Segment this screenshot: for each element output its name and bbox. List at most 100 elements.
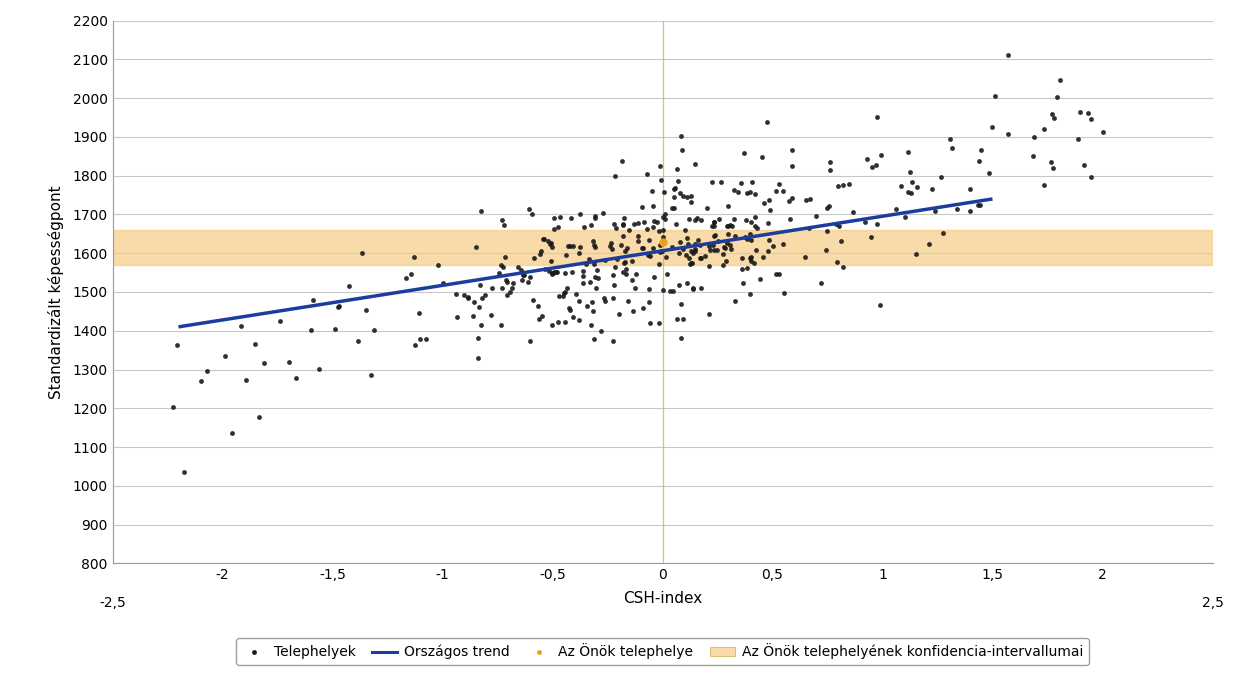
Point bbox=[556, 250, 576, 261]
Point bbox=[632, 243, 652, 254]
Point bbox=[555, 317, 575, 328]
Point bbox=[769, 269, 789, 280]
Point bbox=[655, 214, 675, 225]
Point bbox=[448, 311, 468, 322]
Point bbox=[491, 214, 511, 225]
Point bbox=[518, 277, 538, 288]
Point bbox=[582, 235, 602, 246]
Point bbox=[969, 200, 989, 211]
Point bbox=[650, 239, 670, 250]
Point bbox=[734, 277, 754, 288]
Point bbox=[490, 259, 510, 270]
Point bbox=[602, 293, 622, 304]
Point bbox=[691, 253, 711, 264]
Point bbox=[718, 220, 738, 231]
Point bbox=[574, 270, 594, 281]
Point bbox=[574, 266, 594, 277]
Point bbox=[191, 375, 211, 386]
Point bbox=[724, 214, 744, 225]
Point bbox=[1024, 131, 1044, 142]
Point bbox=[622, 256, 642, 267]
Point bbox=[215, 350, 235, 361]
Point bbox=[741, 256, 761, 267]
Point bbox=[615, 245, 635, 256]
Point bbox=[1048, 91, 1068, 102]
Point bbox=[662, 202, 682, 213]
Point bbox=[639, 297, 659, 308]
Point bbox=[654, 231, 674, 242]
Point bbox=[1074, 159, 1094, 170]
Point bbox=[495, 251, 515, 262]
Point bbox=[532, 234, 552, 245]
X-axis label: CSH-index: CSH-index bbox=[622, 591, 703, 605]
Point bbox=[520, 271, 540, 282]
Point bbox=[685, 159, 705, 170]
Point bbox=[664, 203, 684, 214]
Point bbox=[348, 336, 368, 347]
Point bbox=[462, 311, 482, 322]
Point bbox=[508, 261, 528, 272]
Point bbox=[678, 232, 698, 243]
Point bbox=[704, 245, 724, 256]
Point bbox=[766, 269, 786, 280]
Point bbox=[546, 267, 566, 278]
Point bbox=[934, 227, 954, 238]
Point bbox=[582, 305, 602, 316]
Point bbox=[586, 282, 606, 293]
Point bbox=[612, 218, 632, 229]
Point bbox=[555, 268, 575, 279]
Point bbox=[685, 244, 705, 255]
Point bbox=[559, 303, 579, 314]
Point bbox=[168, 340, 187, 351]
Point bbox=[606, 254, 626, 264]
Point bbox=[579, 254, 599, 264]
Point bbox=[999, 129, 1019, 140]
Point bbox=[775, 288, 795, 299]
Point bbox=[759, 194, 779, 205]
Point bbox=[545, 266, 565, 277]
Point bbox=[1092, 126, 1112, 137]
Point bbox=[531, 311, 551, 322]
Point bbox=[542, 267, 562, 278]
Point bbox=[410, 333, 430, 344]
Point bbox=[758, 246, 778, 257]
Point bbox=[685, 238, 705, 249]
Point bbox=[471, 205, 491, 216]
Point bbox=[862, 161, 882, 172]
Point bbox=[562, 240, 582, 251]
Point bbox=[549, 291, 569, 302]
Point bbox=[1070, 106, 1090, 117]
Point bbox=[245, 339, 265, 350]
Point bbox=[469, 333, 489, 344]
Point bbox=[870, 300, 890, 311]
Point bbox=[681, 196, 701, 207]
Point bbox=[679, 253, 699, 264]
Point bbox=[672, 314, 692, 325]
Point bbox=[707, 245, 727, 256]
Point bbox=[662, 285, 682, 296]
Point bbox=[670, 237, 690, 248]
Point bbox=[1034, 179, 1054, 190]
Point bbox=[605, 262, 625, 273]
Point bbox=[555, 287, 575, 298]
Point bbox=[772, 238, 792, 249]
Point bbox=[719, 229, 739, 240]
Point bbox=[364, 324, 384, 335]
Point bbox=[671, 145, 691, 156]
Point bbox=[731, 178, 751, 189]
Point bbox=[654, 225, 674, 236]
Point bbox=[779, 196, 799, 207]
Point bbox=[604, 269, 624, 280]
Point bbox=[489, 267, 509, 278]
Point bbox=[820, 157, 840, 168]
Point bbox=[871, 150, 891, 161]
Point bbox=[255, 357, 275, 368]
Point bbox=[632, 201, 652, 212]
Point bbox=[650, 247, 670, 258]
Point bbox=[678, 278, 698, 289]
Point bbox=[940, 133, 960, 144]
Point bbox=[678, 192, 698, 203]
Point bbox=[728, 187, 748, 198]
Point bbox=[405, 251, 425, 262]
Point bbox=[554, 291, 574, 302]
